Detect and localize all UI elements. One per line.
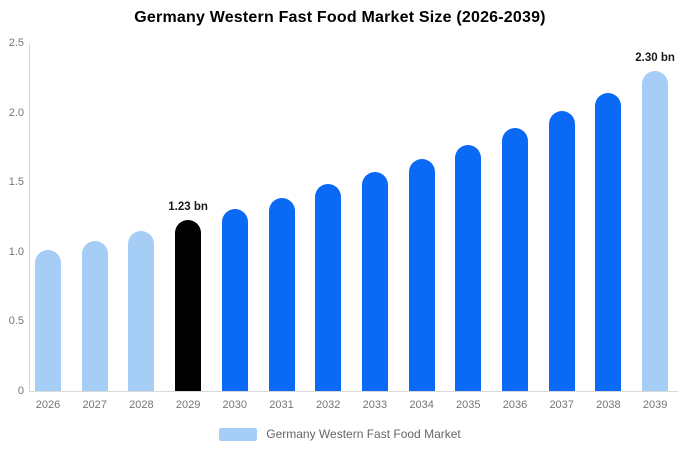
y-tick-label: 1.5: [8, 176, 24, 189]
x-tick-label-2035: 2035: [456, 399, 481, 411]
x-tick-label-2029: 2029: [175, 399, 201, 411]
bar-2026: [35, 250, 61, 391]
bar-2035: [455, 144, 482, 391]
bar-2036: [502, 127, 528, 391]
x-tick-label-2028: 2028: [129, 399, 154, 411]
y-tick-label: 0: [17, 385, 24, 397]
x-tick-label-2033: 2033: [362, 399, 388, 411]
x-tick-label-2034: 2034: [409, 399, 434, 411]
bar-2031: [268, 197, 295, 391]
x-tick-label-2027: 2027: [82, 399, 107, 411]
legend-label: Germany Western Fast Food Market: [266, 427, 461, 441]
x-tick-label-2037: 2037: [549, 399, 574, 411]
bar-2027: [81, 240, 108, 391]
y-tick-label: 2.0: [8, 106, 24, 119]
chart-title: Germany Western Fast Food Market Size (2…: [134, 9, 546, 26]
y-axis-line: [29, 43, 30, 391]
y-tick-label: 0.5: [8, 315, 24, 328]
bar-2032: [315, 183, 342, 391]
bar-2039: [642, 70, 669, 391]
bar-2038: [595, 93, 622, 391]
value-annotation-2029: 1.23 bn: [168, 200, 208, 213]
bar-2030: [221, 208, 248, 391]
x-tick-label-2026: 2026: [35, 399, 61, 411]
x-tick-label-2030: 2030: [222, 399, 248, 411]
x-axis-line: [29, 391, 678, 392]
value-annotation-2039: 2.30 bn: [635, 51, 675, 64]
y-tick-label: 2.5: [8, 37, 24, 49]
bar-2033: [361, 172, 388, 391]
bar-2037: [548, 111, 575, 391]
legend-swatch: [219, 427, 258, 441]
x-tick-label-2039: 2039: [642, 399, 668, 411]
bar-2029: [175, 219, 202, 391]
bar-2028: [128, 230, 155, 391]
bar-2034: [408, 158, 435, 391]
x-tick-label-2036: 2036: [502, 399, 528, 411]
x-tick-label-2031: 2031: [269, 399, 294, 411]
legend: Germany Western Fast Food Market: [0, 426, 680, 442]
y-tick-label: 1.0: [8, 245, 24, 258]
x-tick-label-2032: 2032: [315, 399, 341, 411]
x-tick-label-2038: 2038: [596, 399, 621, 411]
